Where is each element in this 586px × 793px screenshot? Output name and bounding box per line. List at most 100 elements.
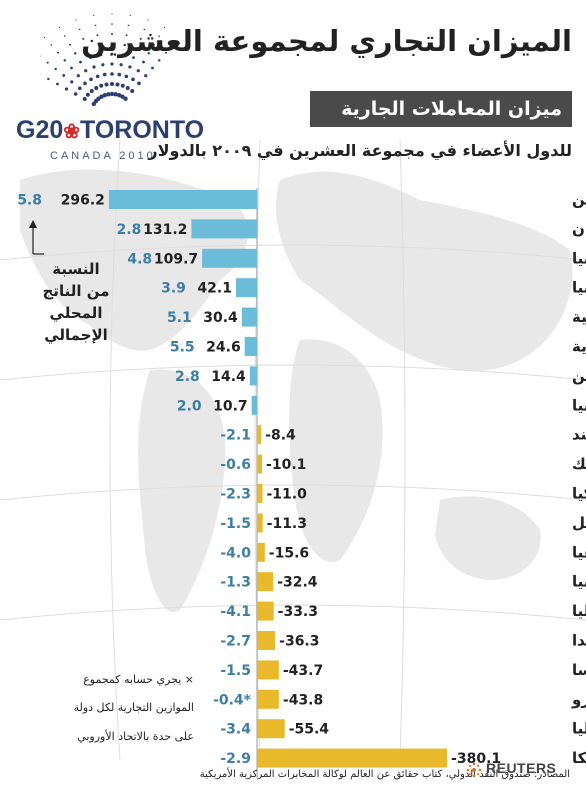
value-label: -15.6 [269,545,309,561]
logo-ray-dot [111,33,113,35]
logo-ray-dot [56,82,59,86]
logo-ray-dot [158,35,161,37]
logo-ray-dot [57,51,60,54]
logo-ray-dot [47,77,50,81]
euro-footnote-line: على حدة بالاتحاد الأوروبي [77,730,194,743]
logo-ray-dot [116,93,122,98]
logo-ray-dot [99,94,104,99]
gdp-pct-label: 3.9 [161,281,186,297]
value-label: 131.2 [143,222,187,238]
country-label: كندا [572,632,586,650]
logo-ray-dot [106,92,111,97]
logo-ray-dot [121,53,125,57]
logo-rays-icon [40,13,167,107]
logo-ray-dot [119,63,123,67]
value-label: 30.4 [203,310,238,326]
euro-footnote-line: × يجري حسابه كمجموع [83,673,194,686]
bar [257,689,279,709]
unit-caption: للدول الأعضاء في مجموعة العشرين في ٢٠٠٩ … [148,141,572,160]
subtitle-banner: ميزان المعاملات الجارية [310,91,572,127]
gdp-pct-label: -4.1 [220,604,251,620]
logo-ray-dot [46,61,49,64]
bar [257,425,262,445]
bar [257,748,448,768]
gdp-pct-label: -0.6 [220,457,251,473]
logo-ray-dot [142,60,145,64]
value-label: -55.4 [289,722,330,738]
value-label: 10.7 [213,398,248,414]
bar [235,278,257,298]
logo-ray-dot [85,92,90,97]
logo-ray-dot [101,63,105,67]
gdp-pct-label: 5.8 [17,193,42,209]
logo-ray-dot [69,43,71,46]
logo-ray-dot [110,82,114,86]
value-label: 42.1 [197,281,232,297]
g20-text: G20 [16,116,64,144]
country-label: اندونيسيا [572,396,586,414]
value-label: 109.7 [154,251,198,267]
logo-ray-dot [83,81,87,86]
country-label: المكسيك [572,455,586,473]
logo-ray-dot [147,19,149,21]
world-map-background [0,140,586,760]
logo-ray-dot [143,28,146,31]
logo-ray-dot [64,87,69,91]
gdp-pct-label: 5.1 [167,310,192,326]
gdp-pct-label: -0.4* [213,692,252,708]
logo-ray-dot [94,24,97,27]
bar [257,542,265,562]
country-label: المانيا [572,249,586,267]
canada-2010-text: CANADA 2010 [50,150,156,162]
euro-footnote-line: الموازين التجارية لكل دولة [73,701,194,714]
gdp-pct-label: 2.8 [117,222,142,238]
logo-ray-dot [85,47,89,50]
logo-ray-dot [98,43,101,47]
gdp-pct-label: 4.8 [127,251,152,267]
value-label: -11.0 [267,487,308,503]
logo-ray-dot [111,13,113,15]
bar [257,454,263,474]
logo-ray-dot [92,65,96,69]
gdp-ratio-note: النسبة من الناتج المحلي الإجمالي [38,258,114,346]
country-label: روسيا [572,279,586,297]
toronto-text: TORONTO [80,116,205,144]
gdp-pct-label: -2.7 [220,634,251,650]
logo-ray-dot [82,97,87,101]
logo-ray-dot [123,43,126,47]
bar [108,190,258,209]
logo-ray-dot [115,82,120,87]
logo-ray-dot [110,52,114,56]
value-label: -8.4 [265,428,296,444]
logo-ray-dot [102,72,107,77]
logo-ray-dot [102,93,108,98]
country-label: الهند [572,426,586,444]
bar [257,631,276,650]
g20-logo: G20❀TORONTO [16,116,204,145]
country-label: استراليا [572,602,586,620]
value-label: -43.7 [283,663,323,679]
logo-ray-dot [164,51,167,54]
value-label: 24.6 [206,340,241,356]
bar [244,337,257,356]
value-label: -11.3 [267,516,307,532]
country-label: منطقة اليورو [571,690,586,708]
gdp-note-line: النسبة [52,260,100,278]
value-label: 296.2 [61,193,105,209]
gdp-pct-label: -2.9 [220,751,251,767]
logo-ray-dot [129,14,131,17]
country-label: الأرجنتين [572,367,586,385]
logo-ray-dot [104,82,109,87]
bar [257,601,274,621]
logo-ray-dot [158,59,161,62]
maple-leaf-icon: ❀ [63,121,81,143]
logo-ray-dot [99,53,103,57]
country-label: الصين [572,191,586,209]
country-label: فرنسا [572,661,586,679]
logo-ray-dot [163,26,166,28]
reuters-logo: REUTERS [486,760,557,776]
logo-ray-dot [99,83,104,88]
source-note: المصادر: صندوق النقد الدولي، كتاب حقائق … [199,769,570,780]
gdp-pct-label: -3.4 [220,722,251,738]
